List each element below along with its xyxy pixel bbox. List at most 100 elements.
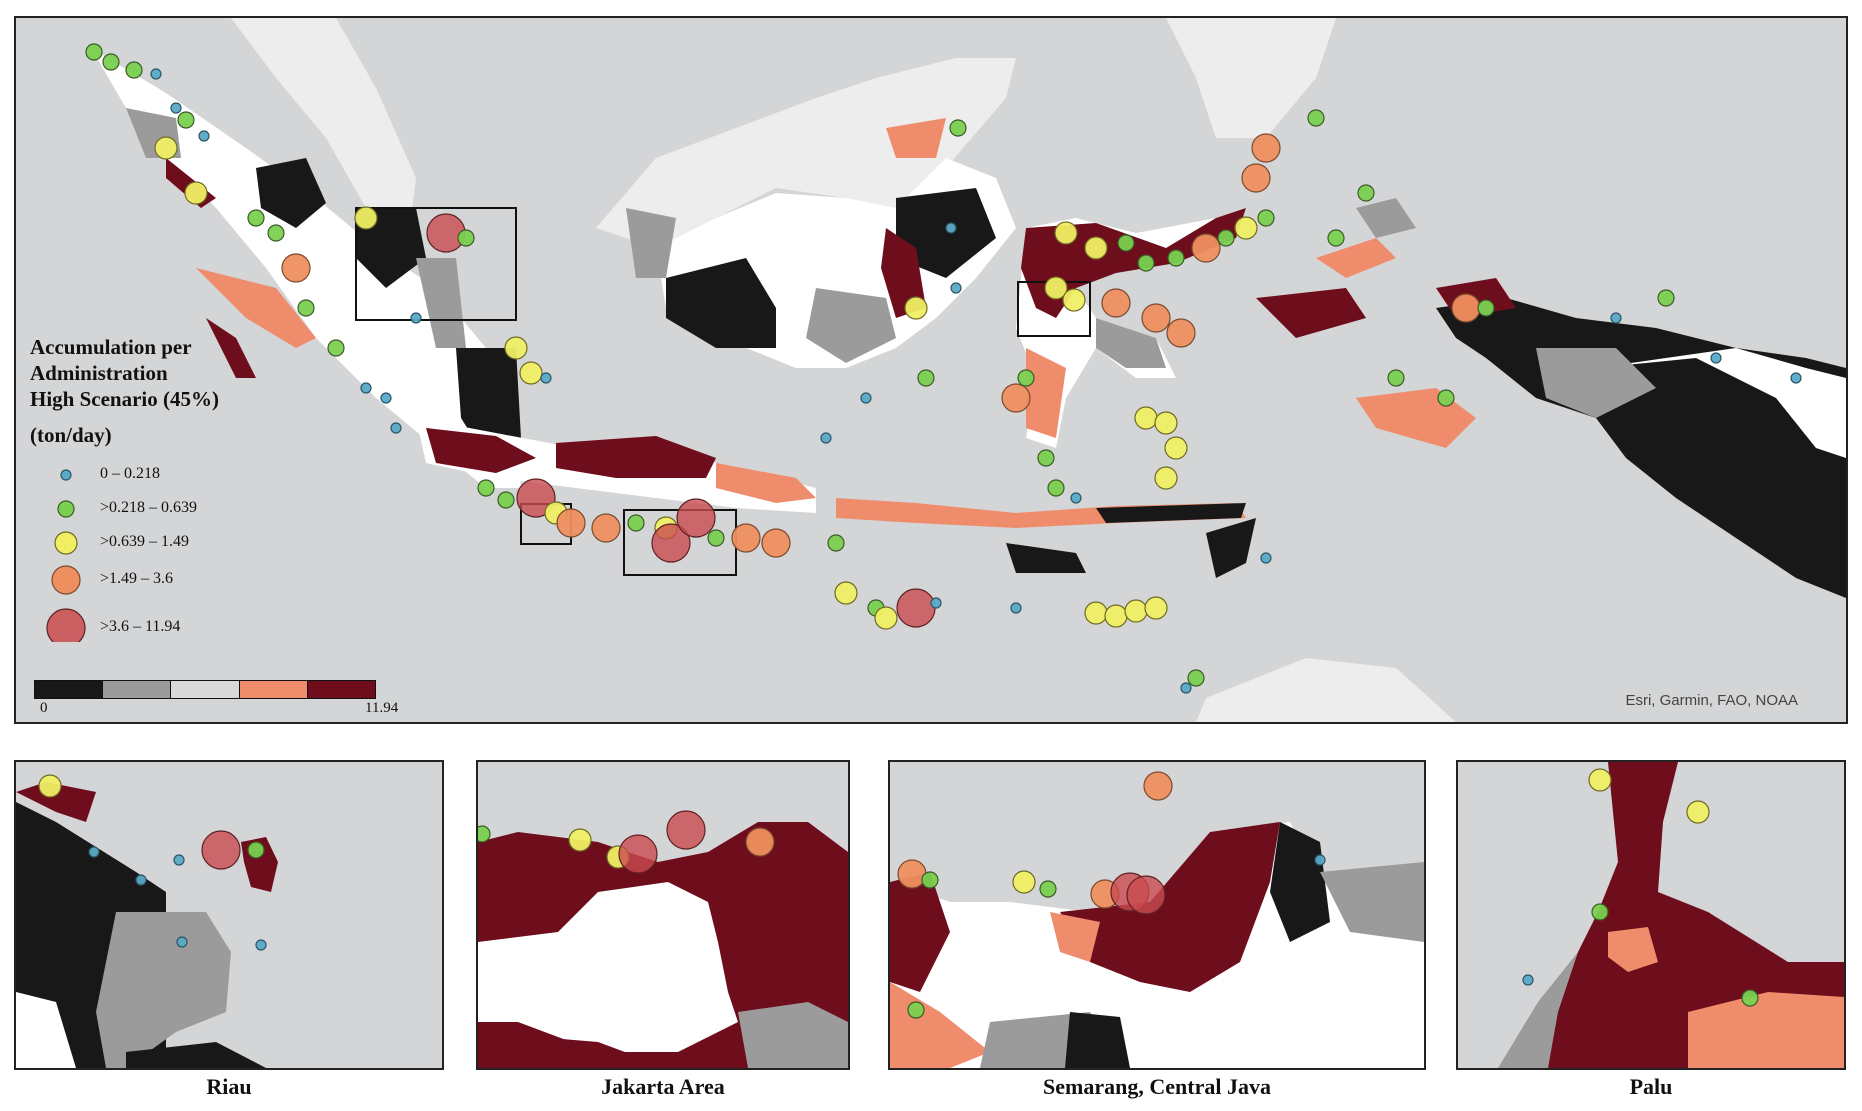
ramp-max-label: 11.94	[365, 700, 399, 716]
accumulation-point	[627, 514, 645, 532]
accumulation-point	[618, 834, 658, 874]
accumulation-point	[173, 854, 185, 866]
accumulation-point	[201, 830, 241, 870]
legend-class-5: >3.6 – 11.94	[30, 608, 390, 648]
region-low	[96, 912, 231, 1068]
choropleth-ramp	[34, 680, 376, 699]
region-low	[1320, 862, 1424, 942]
region-high	[1050, 912, 1100, 962]
legend-unit: (ton/day)	[30, 423, 112, 447]
accumulation-point	[707, 529, 725, 547]
inset-caption-semarang: Semarang, Central Java	[1043, 1074, 1271, 1099]
inset-map-palu[interactable]	[1456, 760, 1846, 1070]
region-lowest	[256, 158, 326, 228]
region-low	[1096, 318, 1166, 368]
region-lowest	[126, 1042, 266, 1068]
accumulation-point	[1327, 229, 1345, 247]
accumulation-point	[1657, 289, 1675, 307]
inset-riau-canvas	[16, 762, 442, 1068]
region-high	[1688, 992, 1844, 1068]
accumulation-point	[1234, 216, 1258, 240]
accumulation-point	[1047, 479, 1065, 497]
legend-label-5: >3.6 – 11.94	[100, 618, 181, 635]
inset-caption-jakarta: Jakarta Area	[601, 1074, 725, 1099]
accumulation-point	[1387, 369, 1405, 387]
accumulation-point	[150, 68, 162, 80]
accumulation-point	[1126, 875, 1166, 915]
accumulation-point	[1610, 312, 1622, 324]
accumulation-point	[1012, 870, 1036, 894]
accumulation-point	[1117, 234, 1135, 252]
accumulation-point	[1187, 669, 1205, 687]
australia	[1196, 658, 1456, 722]
accumulation-point	[1084, 236, 1108, 260]
region-high	[196, 268, 316, 348]
accumulation-point	[874, 606, 898, 630]
accumulation-point	[1307, 109, 1325, 127]
accumulation-point	[457, 229, 475, 247]
accumulation-point	[38, 774, 62, 798]
region-lowest	[666, 258, 776, 348]
legend-symbol-4	[51, 565, 81, 595]
accumulation-point	[761, 528, 791, 558]
legend-symbol-2	[57, 500, 75, 518]
accumulation-point	[540, 372, 552, 384]
accumulation-point	[390, 422, 402, 434]
accumulation-point	[1522, 974, 1534, 986]
accumulation-point	[860, 392, 872, 404]
accumulation-point	[267, 224, 285, 242]
region-highest	[426, 428, 536, 473]
accumulation-point	[478, 825, 491, 843]
accumulation-point	[1437, 389, 1455, 407]
accumulation-point	[1144, 596, 1168, 620]
accumulation-point	[945, 222, 957, 234]
main-map[interactable]: Accumulation per Administration High Sce…	[14, 16, 1848, 724]
region-low	[626, 208, 676, 278]
inset-map-riau[interactable]	[14, 760, 444, 1070]
region-low	[1356, 198, 1416, 238]
extent-box-riau	[355, 207, 517, 321]
inset-map-semarang[interactable]	[888, 760, 1426, 1070]
region-lowest	[896, 188, 996, 278]
legend-symbol-3	[54, 531, 78, 555]
accumulation-point	[1710, 352, 1722, 364]
region-high	[1608, 927, 1658, 972]
accumulation-point	[1191, 233, 1221, 263]
accumulation-point	[88, 846, 100, 858]
accumulation-point	[1143, 771, 1173, 801]
region-highest	[1060, 822, 1280, 992]
accumulation-point	[1017, 369, 1035, 387]
ramp-class-1	[35, 681, 104, 698]
accumulation-point	[1084, 601, 1108, 625]
region-low	[1498, 952, 1578, 1068]
accumulation-point	[1591, 903, 1609, 921]
accumulation-point	[949, 119, 967, 137]
region-highest	[556, 436, 716, 478]
north-maluku	[1316, 238, 1396, 278]
accumulation-point	[827, 534, 845, 552]
accumulation-point	[651, 523, 691, 563]
accumulation-point	[1166, 318, 1196, 348]
inset-riau-points	[38, 774, 267, 951]
region-low	[416, 258, 466, 348]
main-map-canvas	[16, 18, 1846, 722]
accumulation-point	[1001, 383, 1031, 413]
accumulation-point	[177, 111, 195, 129]
accumulation-point	[1101, 288, 1131, 318]
inset-semarang-points	[897, 771, 1326, 1019]
accumulation-point	[327, 339, 345, 357]
accumulation-point	[1044, 276, 1068, 300]
accumulation-point	[410, 312, 422, 324]
region-low	[738, 1002, 848, 1068]
accumulation-point	[1062, 288, 1086, 312]
accumulation-point	[1251, 133, 1281, 163]
accumulation-point	[1124, 599, 1148, 623]
accumulation-point	[1588, 768, 1612, 792]
inset-map-jakarta[interactable]	[476, 760, 850, 1070]
region-highest	[16, 782, 96, 822]
accumulation-point	[497, 491, 515, 509]
accumulation-point	[820, 432, 832, 444]
inset-caption-palu: Palu	[1629, 1074, 1673, 1099]
accumulation-point	[1241, 163, 1271, 193]
malay-peninsula	[231, 18, 416, 218]
